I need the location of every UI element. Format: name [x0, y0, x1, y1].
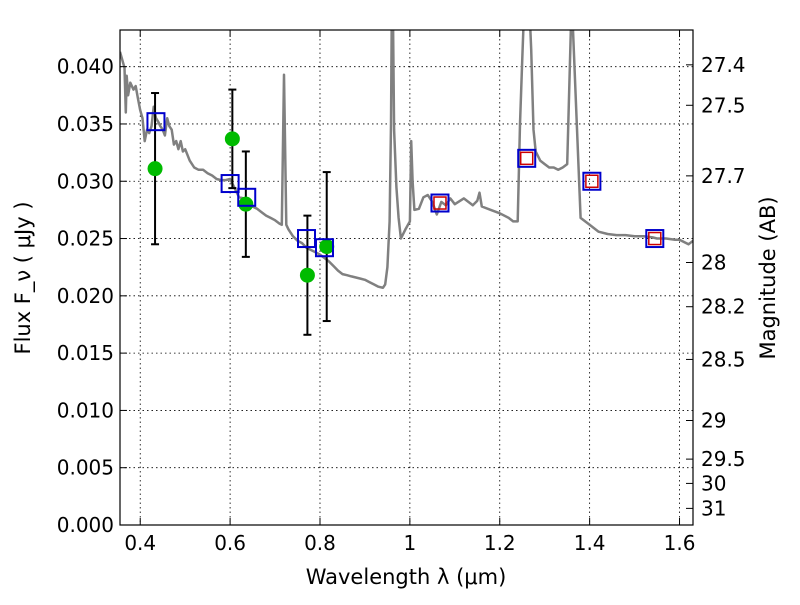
mag-tick-label: 27.4 [701, 53, 746, 77]
x-tick-label: 1.6 [664, 531, 696, 555]
synthetic-flux-square [648, 231, 662, 246]
x-tick-label: 1.2 [484, 531, 516, 555]
mag-tick-label: 29.5 [701, 447, 746, 471]
synthetic-flux-square [585, 174, 599, 188]
y-tick-label: 0.020 [57, 284, 114, 308]
y-tick-label: 0.010 [57, 398, 114, 422]
x-tick-label: 0.6 [214, 531, 246, 555]
model-band-flux-square [314, 238, 334, 258]
model-band-flux-square [582, 171, 602, 191]
photometry-point [319, 239, 335, 255]
model-band-flux-square [517, 148, 537, 168]
y-tick-label: 0.025 [57, 227, 114, 251]
mag-tick-label: 28 [701, 250, 726, 274]
mag-tick-label: 28.5 [701, 347, 746, 371]
mag-tick-label: 30 [701, 471, 726, 495]
y-tick-label: 0.015 [57, 341, 114, 365]
ticks-layer: 0.4 0.6 0.8 1 1.2 1.4 1.6 0.000 0.005 0.010 0.015 0… [57, 30, 746, 555]
model-band-flux-square [430, 193, 450, 213]
x-tick-label: 1.4 [574, 531, 606, 555]
series-layer [120, 30, 693, 336]
x-axis-title: Wavelength λ (μm) [306, 565, 507, 589]
plot-frame [119, 29, 694, 526]
mag-tick-label: 27.7 [701, 164, 746, 188]
model-band-flux-square [237, 187, 257, 207]
y-tick-label: 0.000 [57, 513, 114, 537]
plot-background [120, 30, 693, 525]
y-tick-label: 0.030 [57, 169, 114, 193]
mag-tick-label: 29 [701, 409, 726, 433]
model-spectrum-line [120, 30, 693, 290]
y-axis-title: Flux F_ν ( μJy ) [11, 201, 36, 354]
synthetic-flux-square [519, 151, 534, 166]
x-tick-label: 1 [404, 531, 417, 555]
mag-tick-label: 31 [701, 496, 726, 520]
model-band-flux-square [146, 112, 166, 132]
photometry-point [147, 161, 163, 177]
mag-tick-label: 28.2 [701, 295, 746, 319]
x-tick-label: 0.4 [124, 531, 156, 555]
mag-tick-label: 27.5 [701, 93, 746, 117]
y-tick-label: 0.040 [57, 55, 114, 79]
synthetic-flux-square [433, 196, 447, 210]
photometry-point [238, 196, 254, 212]
model-band-flux-square [220, 174, 240, 194]
photometry-point [299, 267, 315, 283]
x-tick-label: 0.8 [304, 531, 336, 555]
y2-axis-title: Magnitude (AB) [756, 196, 780, 359]
model-band-flux-square [645, 229, 665, 249]
photometry-point [224, 131, 240, 147]
y-tick-label: 0.035 [57, 112, 114, 136]
y-tick-label: 0.005 [57, 456, 114, 480]
